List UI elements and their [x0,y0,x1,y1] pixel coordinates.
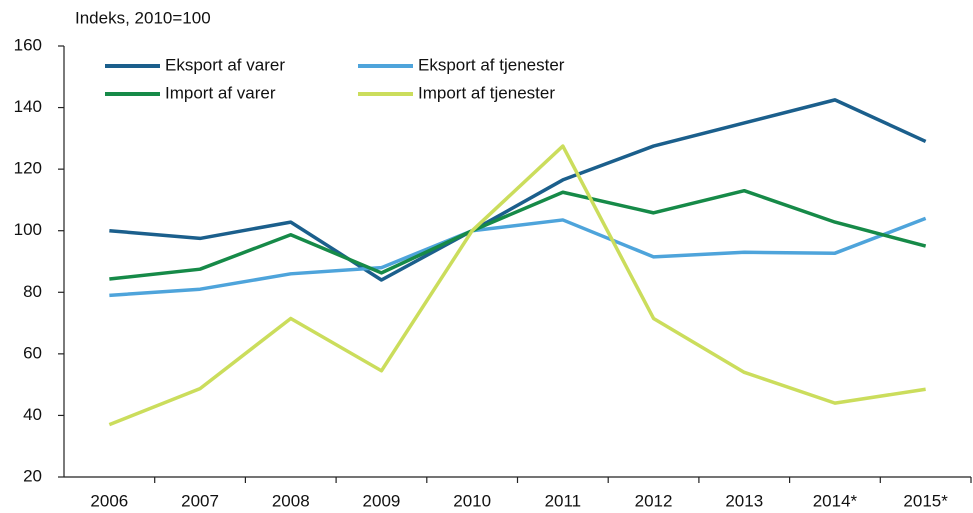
y-tick-label: 160 [14,35,42,54]
y-tick-label: 80 [23,282,42,301]
y-tick-label: 40 [23,405,42,424]
legend-label: Eksport af varer [165,55,285,74]
y-axis-label: Indeks, 2010=100 [75,8,211,27]
x-tick-label: 2011 [545,491,582,510]
legend-label: Import af tjenester [418,83,555,102]
x-tick-label: 2008 [272,491,310,510]
legend-label: Import af varer [165,83,276,102]
legend-label: Eksport af tjenester [418,55,565,74]
x-tick-label: 2012 [635,491,673,510]
line-series [108,144,926,427]
line-series [109,188,927,281]
y-tick-label: 100 [14,220,42,239]
line-series [109,98,927,282]
y-tick-label: 140 [14,97,42,116]
y-tick-label: 120 [14,159,42,178]
y-tick-label: 60 [23,343,42,362]
y-tick-label: 20 [23,466,42,485]
x-tick-label: 2007 [181,491,219,510]
x-tick-label: 2009 [363,491,401,510]
line-series [109,216,927,298]
x-tick-label: 2015* [903,491,948,510]
x-tick-label: 2010 [453,491,491,510]
x-tick-label: 2013 [725,491,763,510]
x-tick-label: 2006 [90,491,128,510]
x-tick-label: 2014* [813,491,858,510]
